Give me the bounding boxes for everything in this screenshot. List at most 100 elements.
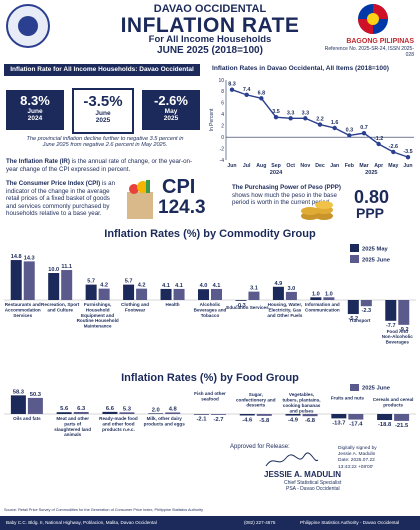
y-tick-label: 0 [221,135,224,141]
data-label: 5.7 [87,279,95,285]
data-point [273,114,279,120]
box-label: 2025 [95,117,111,124]
category-label: Oils and fats [13,416,41,421]
bar [323,297,335,300]
box-label: June [95,110,111,117]
page-period: JUNE 2025 (2018=100) [157,45,263,56]
inflation-note: The provincial inflation decline further… [26,136,184,148]
category-label: Communication [305,307,340,312]
category-label: Beverages [386,340,410,345]
bar [285,414,301,416]
food-chart: 58.3 50.3 Oils and fats 5.6 6.3 Meat and othe… [4,384,416,437]
bar [85,284,97,300]
category-label: Transport [349,318,371,323]
facebook-page: Philippine Statistics Authority - Davao … [300,520,400,525]
commodity-chart: 14.8 14.3 Restaurants andAccommodationServ… [4,244,416,345]
data-label: -2.1 [197,417,208,423]
data-label: 4.2 [138,283,146,289]
data-label: 0.3 [346,127,354,133]
category-label: seafood [201,396,219,401]
data-label: -4.6 [242,417,253,423]
data-label: -21.5 [395,423,409,429]
phone: (082) 227-4675 [244,520,276,525]
data-point [361,130,367,136]
category-label: and pulses [290,408,314,413]
data-label: 5.7 [125,279,133,285]
legend-swatch [350,255,359,263]
category-label: Restaurants and [5,302,41,307]
data-label: 4.1 [175,283,183,289]
category-label: and Other Fuels [267,313,302,318]
bar [239,414,255,416]
category-label: Accommodation [5,307,41,312]
category-label: Equipment and [81,313,114,318]
category-label: Alcoholic [200,302,221,307]
category-label: Information and [305,302,340,307]
header: DAVAO OCCIDENTAL INFLATION RATE For All … [0,0,420,62]
data-label: 5.6 [60,406,69,412]
bar [194,414,209,415]
bar [385,300,397,321]
box-label: June [27,108,43,115]
data-point [303,116,308,121]
data-point [332,125,337,131]
page-subtitle: For All Income Households [148,34,272,45]
category-label: animals [64,432,82,437]
category-label: Housing, Water, [268,302,303,307]
summary-title: Inflation Rate for All Income Households… [4,64,200,76]
category-label: Services [13,313,32,318]
bar [73,411,89,414]
box-value: -3.5% [83,93,123,110]
region-name: DAVAO OCCIDENTAL [153,3,267,15]
category-label: products and eggs [144,421,186,426]
bar [285,291,297,300]
bar [10,260,22,300]
bar [10,395,26,414]
data-label: 2.0 [152,407,160,413]
data-label: -17.4 [349,422,363,428]
data-label: -4.9 [288,418,299,424]
data-label: 4.1 [213,283,221,289]
x-tick-label: Mar [359,163,368,169]
category-label: parts of [64,421,81,426]
bar [310,297,322,300]
category-label: Beverages and [194,307,227,312]
commodity-chart-title: Inflation Rates (%) by Commodity Group [104,228,316,240]
digital-signature: Digitally signed by Jessie A. Madulin Da… [338,446,377,471]
data-label: -3.5 [403,149,412,155]
legend-swatch [350,244,359,252]
cpi-term: The Consumer Price Index (CPI) [6,180,101,187]
bar [136,288,148,300]
data-label: 4.9 [275,281,283,287]
signer-name: JESSIE A. MADULIN [264,470,342,479]
category-label: desserts [246,403,265,408]
category-label: confectionery and [236,397,276,402]
bar [377,414,393,421]
data-point [288,116,293,121]
category-label: Education Services [226,305,269,310]
bar [27,397,43,414]
category-label: Non-Alcoholic [382,334,414,339]
x-tick-label: Jul [243,163,251,169]
data-label: 4.8 [169,406,178,412]
ir-term: The Inflation Rate (IR) [6,158,70,165]
legend-label: 2025 June [362,386,391,392]
category-label: Health [166,302,180,307]
category-label: Furnishings, [84,302,112,307]
x-tick-label: Jun [403,163,412,169]
brand-label: BAGONG PILIPINAS [346,38,414,45]
bar [360,300,372,307]
source-note: Source: Retail Price Survey of Commoditi… [4,508,204,512]
signer-title: Chief Statistical Specialist [284,480,342,486]
data-label: -0.3 [236,303,246,309]
category-label: Household [86,307,110,312]
box-june-2024: 8.3% June 2024 [6,90,64,130]
data-label: 1.0 [325,291,333,297]
category-label: Maintenance [84,324,112,329]
bar [248,291,260,300]
contact-bar: Baby C.C. Bldg. II, National Highway, Po… [0,516,420,530]
y-tick-label: 4 [221,112,224,118]
bar [23,261,35,300]
cpi-text: is an indicator of the change in the ave… [6,180,116,218]
x-tick-label: Feb [345,163,354,169]
